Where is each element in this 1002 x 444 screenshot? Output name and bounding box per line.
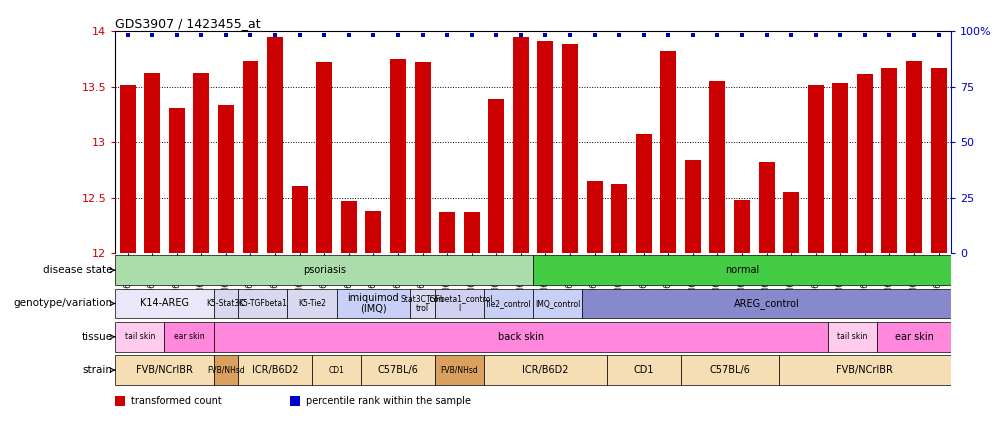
Bar	[483, 355, 606, 385]
Bar	[193, 73, 209, 253]
Bar	[733, 200, 749, 253]
Text: CD1: CD1	[633, 365, 653, 375]
Bar	[267, 37, 283, 253]
Bar	[414, 62, 430, 253]
Text: C57BL/6: C57BL/6	[708, 365, 749, 375]
Bar	[238, 355, 312, 385]
Bar	[341, 201, 357, 253]
Bar	[316, 62, 332, 253]
Bar	[144, 73, 160, 253]
Text: FVB/NHsd: FVB/NHsd	[206, 365, 244, 375]
Bar	[606, 355, 679, 385]
Text: FVB/NCrIBR: FVB/NCrIBR	[136, 365, 192, 375]
Text: TGFbeta1_control
l: TGFbeta1_control l	[425, 294, 493, 313]
Text: K5-TGFbeta1: K5-TGFbeta1	[238, 299, 287, 308]
Bar	[361, 355, 434, 385]
Text: ICR/B6D2: ICR/B6D2	[522, 365, 568, 375]
Bar	[434, 289, 483, 318]
Bar	[488, 99, 504, 253]
Bar	[832, 83, 848, 253]
Bar	[532, 255, 950, 285]
Bar	[561, 44, 577, 253]
Bar	[684, 160, 700, 253]
Bar	[410, 289, 434, 318]
Bar	[115, 255, 532, 285]
Text: K14-AREG: K14-AREG	[140, 298, 188, 309]
Bar	[586, 181, 602, 253]
Bar	[115, 355, 213, 385]
Text: GDS3907 / 1423455_at: GDS3907 / 1423455_at	[115, 17, 261, 30]
Bar	[856, 75, 872, 253]
Text: K5-Stat3C: K5-Stat3C	[206, 299, 244, 308]
Bar	[365, 211, 381, 253]
Bar	[115, 396, 125, 406]
Bar	[168, 107, 184, 253]
Bar	[292, 186, 308, 253]
Bar	[635, 134, 651, 253]
Text: Stat3C_con
trol: Stat3C_con trol	[401, 294, 444, 313]
Text: tail skin: tail skin	[837, 332, 867, 341]
Text: normal: normal	[724, 265, 759, 275]
Bar	[679, 355, 778, 385]
Text: psoriasis: psoriasis	[303, 265, 346, 275]
Bar	[537, 41, 553, 253]
Bar	[758, 162, 774, 253]
Bar	[434, 355, 483, 385]
Bar	[610, 184, 626, 253]
Bar	[312, 355, 361, 385]
Bar	[659, 51, 675, 253]
Text: percentile rank within the sample: percentile rank within the sample	[306, 396, 471, 406]
Text: tissue: tissue	[82, 332, 113, 342]
Bar	[532, 289, 581, 318]
Bar	[164, 322, 213, 352]
Text: FVB/NHsd: FVB/NHsd	[440, 365, 478, 375]
Text: back skin: back skin	[497, 332, 543, 342]
Text: strain: strain	[83, 365, 113, 375]
Text: AREG_control: AREG_control	[732, 298, 799, 309]
Bar	[336, 289, 410, 318]
Bar	[288, 289, 337, 318]
Bar	[213, 289, 238, 318]
Bar	[807, 85, 823, 253]
Bar	[778, 355, 950, 385]
Text: Tie2_control: Tie2_control	[485, 299, 531, 308]
Bar	[439, 212, 455, 253]
Text: imiquimod
(IMQ): imiquimod (IMQ)	[348, 293, 399, 314]
Bar	[827, 322, 876, 352]
Bar	[390, 59, 406, 253]
Bar	[708, 81, 724, 253]
Text: K5-Tie2: K5-Tie2	[298, 299, 326, 308]
Text: disease state: disease state	[43, 265, 113, 275]
Text: C57BL/6: C57BL/6	[377, 365, 418, 375]
Bar	[463, 212, 479, 253]
Bar	[783, 192, 799, 253]
Bar	[483, 289, 532, 318]
Bar	[876, 322, 950, 352]
Bar	[119, 85, 135, 253]
Bar	[930, 67, 946, 253]
Bar	[213, 355, 238, 385]
Bar	[213, 322, 827, 352]
Bar	[581, 289, 950, 318]
Bar	[115, 289, 213, 318]
Text: tail skin: tail skin	[124, 332, 155, 341]
Bar	[512, 37, 528, 253]
Bar	[242, 61, 259, 253]
Text: transformed count: transformed count	[131, 396, 222, 406]
Bar	[905, 61, 921, 253]
Text: FVB/NCrIBR: FVB/NCrIBR	[836, 365, 893, 375]
Text: IMQ_control: IMQ_control	[534, 299, 580, 308]
Bar	[217, 106, 233, 253]
Text: ear skin: ear skin	[173, 332, 204, 341]
Bar	[881, 67, 897, 253]
Bar	[290, 396, 300, 406]
Bar	[115, 322, 164, 352]
Text: CD1: CD1	[329, 365, 344, 375]
Text: ICR/B6D2: ICR/B6D2	[252, 365, 298, 375]
Bar	[238, 289, 288, 318]
Text: ear skin: ear skin	[894, 332, 933, 342]
Text: genotype/variation: genotype/variation	[14, 298, 113, 309]
